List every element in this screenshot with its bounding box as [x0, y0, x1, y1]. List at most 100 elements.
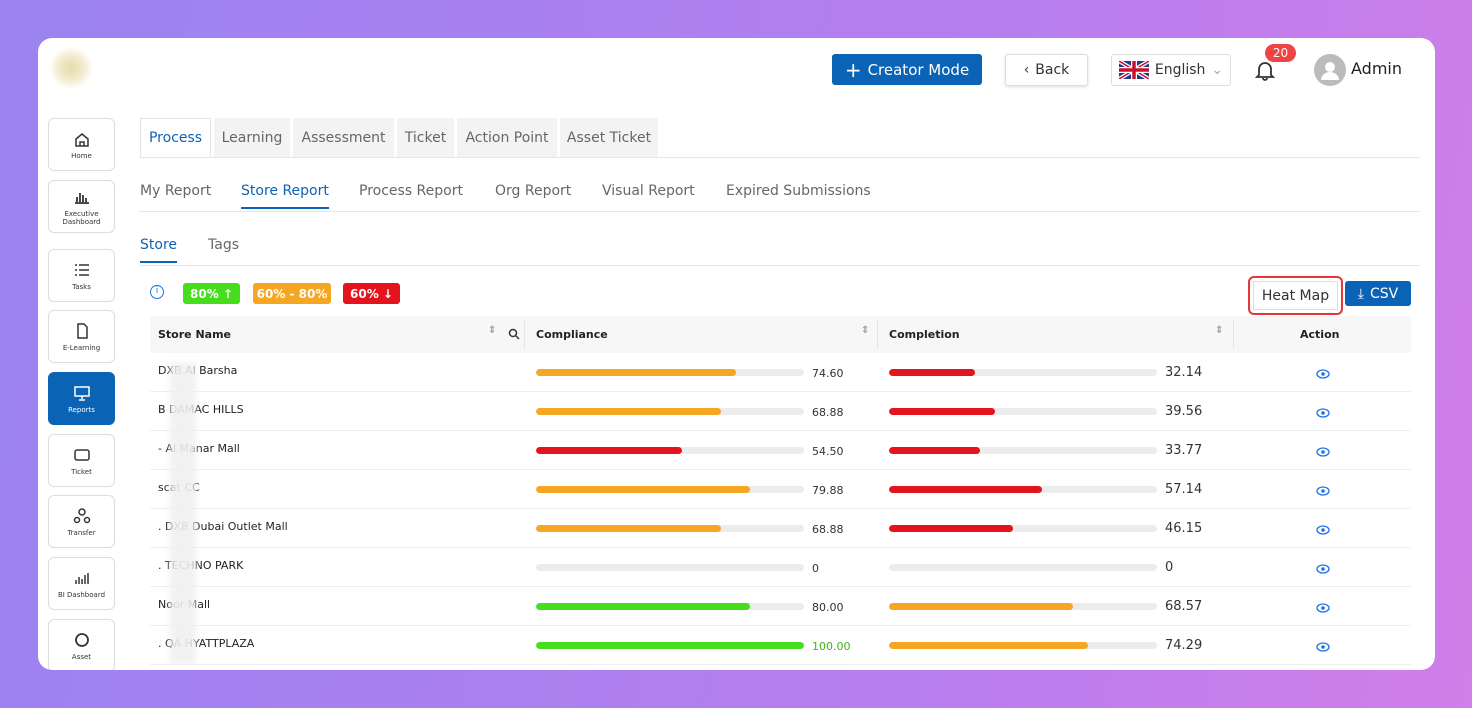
view-icon[interactable] [1316, 442, 1330, 461]
sub-tab[interactable]: Org Report [495, 183, 571, 199]
compliance-value: 54.50 [812, 445, 844, 458]
completion-bar [889, 642, 1088, 649]
legend-chip: 60% ↓ [343, 283, 400, 304]
label: CSV [1370, 286, 1398, 302]
compliance-value: 100.00 [812, 640, 851, 653]
completion-track [889, 525, 1157, 532]
sort-icon[interactable]: ⇕ [861, 325, 869, 336]
compliance-track [536, 369, 804, 376]
tab[interactable]: Assessment [293, 118, 394, 157]
heat-map-highlight: Heat Map [1248, 276, 1343, 315]
sort-icon[interactable]: ⇕ [488, 325, 496, 336]
compliance-track [536, 564, 804, 571]
compliance-bar [536, 642, 804, 649]
sub-tab[interactable]: My Report [140, 183, 211, 199]
compliance-bar [536, 603, 750, 610]
compliance-bar [536, 486, 750, 493]
search-icon[interactable] [508, 328, 520, 340]
table-row: - Al Manar Mall54.5033.77 [150, 431, 1411, 470]
sidebar-item[interactable]: Ticket [48, 434, 115, 487]
tab[interactable]: Action Point [457, 118, 557, 157]
sidebar-label: Asset [72, 653, 91, 661]
view-icon[interactable] [1316, 520, 1330, 539]
view-icon[interactable] [1316, 559, 1330, 578]
compliance-bar [536, 447, 682, 454]
user-name: Admin [1351, 59, 1402, 78]
view-tab[interactable]: Store [140, 237, 177, 263]
sidebar-item[interactable]: Asset [48, 619, 115, 670]
logo [52, 50, 90, 86]
column-header: Action [1300, 328, 1339, 341]
sub-tab[interactable]: Process Report [359, 183, 463, 199]
view-icon[interactable] [1316, 364, 1330, 383]
info-icon[interactable]: i [150, 285, 164, 299]
sub-tab[interactable]: Visual Report [602, 183, 695, 199]
divider [139, 265, 1420, 266]
view-tab[interactable]: Tags [208, 237, 239, 253]
column-header: Store Name [158, 328, 231, 341]
compliance-track [536, 642, 804, 649]
sidebar-item[interactable]: Transfer [48, 495, 115, 548]
compliance-value: 80.00 [812, 601, 844, 614]
avatar[interactable] [1314, 54, 1346, 86]
back-button[interactable]: ‹Back [1005, 54, 1088, 86]
completion-value: 74.29 [1165, 638, 1202, 653]
compliance-bar [536, 369, 736, 376]
completion-track [889, 603, 1157, 610]
table-row: . DXB Dubai Outlet Mall68.8846.15 [150, 509, 1411, 548]
table-row: . TECHNO PARK00 [150, 548, 1411, 587]
completion-track [889, 486, 1157, 493]
tab[interactable]: Process [140, 118, 211, 157]
sidebar-label: Home [71, 152, 92, 160]
sidebar-item[interactable]: Executive Dashboard [48, 180, 115, 233]
flag [1119, 61, 1149, 79]
column-header: Completion [889, 328, 960, 341]
view-icon[interactable] [1316, 481, 1330, 500]
completion-bar [889, 603, 1073, 610]
sub-tab[interactable]: Expired Submissions [726, 183, 871, 199]
creator-mode-button[interactable]: +Creator Mode [832, 54, 982, 85]
label: Back [1035, 62, 1069, 78]
compliance-track [536, 525, 804, 532]
completion-track [889, 447, 1157, 454]
completion-value: 0 [1165, 560, 1173, 575]
compliance-bar [536, 525, 721, 532]
completion-bar [889, 447, 980, 454]
divider [139, 211, 1420, 212]
completion-value: 57.14 [1165, 482, 1202, 497]
notification-badge: 20 [1265, 44, 1296, 62]
label: English [1155, 62, 1206, 78]
table-header: Store Name ⇕ Compliance ⇕ Completion ⇕ A… [150, 316, 1411, 353]
view-icon[interactable] [1316, 598, 1330, 617]
sidebar-label: Transfer [67, 529, 95, 537]
view-icon[interactable] [1316, 403, 1330, 422]
completion-bar [889, 369, 975, 376]
sidebar-item[interactable]: Tasks [48, 249, 115, 302]
heat-map-button[interactable]: Heat Map [1253, 281, 1338, 310]
completion-value: 39.56 [1165, 404, 1202, 419]
bell-icon[interactable] [1254, 59, 1276, 81]
sidebar-item[interactable]: E-Learning [48, 310, 115, 363]
sidebar-label: Reports [68, 406, 95, 414]
compliance-track [536, 447, 804, 454]
compliance-bar [536, 408, 721, 415]
view-icon[interactable] [1316, 637, 1330, 656]
compliance-track [536, 486, 804, 493]
completion-value: 32.14 [1165, 365, 1202, 380]
sidebar-item[interactable]: Reports [48, 372, 115, 425]
sort-icon[interactable]: ⇕ [1215, 325, 1223, 336]
csv-button[interactable]: ⤓CSV [1345, 281, 1411, 306]
sidebar-label: Tasks [72, 283, 91, 291]
sidebar-item[interactable]: Home [48, 118, 115, 171]
compliance-value: 68.88 [812, 523, 844, 536]
tab[interactable]: Asset Ticket [560, 118, 658, 157]
compliance-value: 0 [812, 562, 819, 575]
tab[interactable]: Ticket [397, 118, 454, 157]
compliance-value: 79.88 [812, 484, 844, 497]
language-select[interactable]: English⌄ [1111, 54, 1231, 86]
sidebar-item[interactable]: BI Dashboard [48, 557, 115, 610]
sub-tab[interactable]: Store Report [241, 183, 329, 209]
tab[interactable]: Learning [214, 118, 290, 157]
table-row: DXB Al Barsha74.6032.14 [150, 353, 1411, 392]
